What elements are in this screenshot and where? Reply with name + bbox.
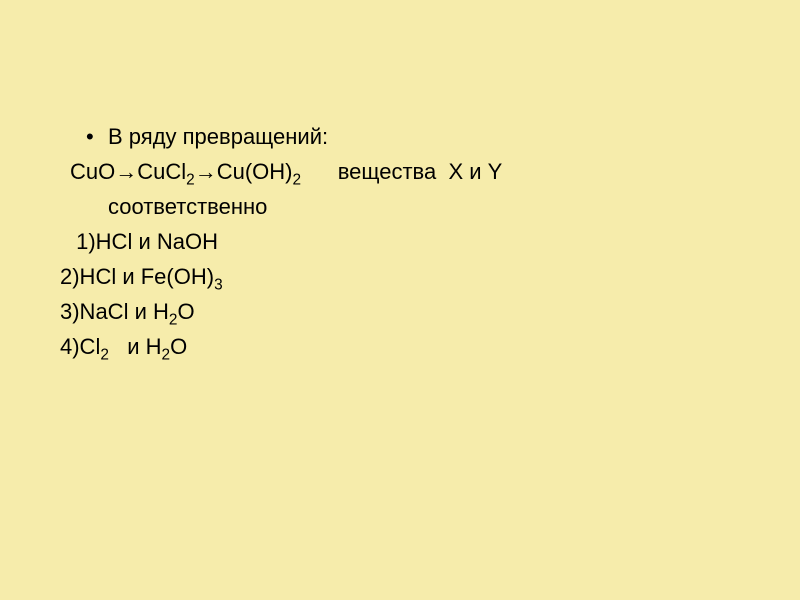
text-l1-mid: →Cu(OH) bbox=[195, 159, 293, 184]
slide-content: • В ряду превращений: CuO→CuCl2→Cu(OH)2 … bbox=[60, 120, 740, 363]
text-l1-post: вещества X и Y bbox=[301, 159, 502, 184]
bullet-icon: • bbox=[86, 120, 108, 153]
option-4: 4)Cl2 и H2O bbox=[60, 330, 740, 363]
sub-l1-2: 2 bbox=[292, 171, 301, 188]
text-l4-pre: 3)NaCl и H bbox=[60, 299, 169, 324]
sub-l5-1: 2 bbox=[100, 346, 109, 363]
text-l1-pre: CuO→CuCl bbox=[70, 159, 186, 184]
bullet-line: • В ряду превращений: bbox=[60, 120, 740, 153]
option-1: 1)HCl и NaOH bbox=[60, 225, 740, 258]
text-l4-mid: O bbox=[177, 299, 194, 324]
sub-l5-2: 2 bbox=[162, 346, 171, 363]
reaction-line: CuO→CuCl2→Cu(OH)2 вещества X и Y bbox=[60, 155, 740, 188]
text-l5-pre: 4)Cl bbox=[60, 334, 100, 359]
text-l3-pre: 2)HCl и Fe(OH) bbox=[60, 264, 214, 289]
continuation-line: соответственно bbox=[60, 190, 740, 223]
option-2: 2)HCl и Fe(OH)3 bbox=[60, 260, 740, 293]
sub-l3: 3 bbox=[214, 276, 223, 293]
option-3: 3)NaCl и H2O bbox=[60, 295, 740, 328]
text-l1b: соответственно bbox=[108, 194, 267, 219]
text-l2: 1)HCl и NaOH bbox=[70, 229, 218, 254]
sub-l1-1: 2 bbox=[186, 171, 195, 188]
text-l5-mid: и H bbox=[109, 334, 162, 359]
text-l5-post: O bbox=[170, 334, 187, 359]
text-line-0: В ряду превращений: bbox=[108, 120, 328, 153]
